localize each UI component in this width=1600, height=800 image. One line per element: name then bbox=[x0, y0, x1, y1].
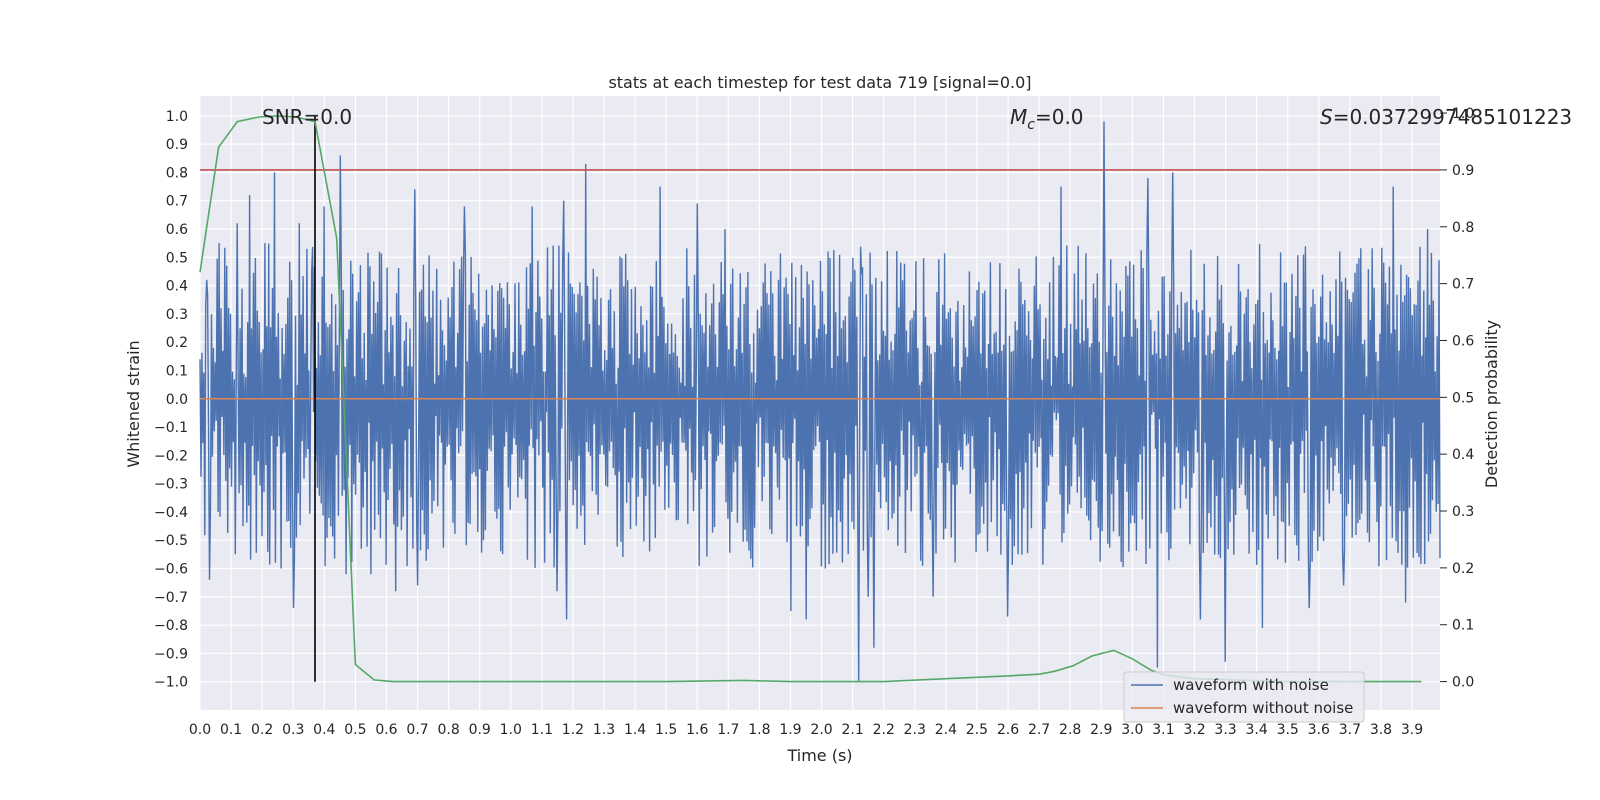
y-tick-label: 0.0 bbox=[166, 392, 188, 408]
annotation-s: S=0.0372997485101223 bbox=[1320, 105, 1572, 129]
annotation-mc: Mc=0.0 bbox=[1010, 105, 1084, 133]
x-tick-label: 3.0 bbox=[1121, 722, 1143, 738]
x-tick-label: 2.7 bbox=[1028, 722, 1050, 738]
x-tick-label: 0.9 bbox=[469, 722, 491, 738]
x-tick-label: 0.0 bbox=[189, 722, 211, 738]
legend: waveform with noise waveform without noi… bbox=[1123, 671, 1365, 723]
x-tick-label: 2.2 bbox=[873, 722, 895, 738]
x-tick-label: 1.1 bbox=[531, 722, 553, 738]
y-tick-label: 0.2 bbox=[166, 335, 188, 351]
y2-tick-label: 0.3 bbox=[1452, 504, 1474, 520]
y2-tick-label: 0.4 bbox=[1452, 447, 1474, 463]
series-waveform-with-noise bbox=[199, 121, 1441, 682]
x-tick-label: 1.5 bbox=[655, 722, 677, 738]
y-tick-label: −0.1 bbox=[154, 420, 188, 436]
series-detection-probability bbox=[199, 115, 1422, 683]
legend-label-noise: waveform with noise bbox=[1173, 676, 1329, 694]
x-tick-label: 0.6 bbox=[375, 722, 397, 738]
y2-axis-ticks: 1.0 0.9 0.8 0.7 0.6 0.5 0.4 0.3 0.2 0.1 0.0 bbox=[1440, 106, 1474, 691]
x-tick-label: 2.3 bbox=[904, 722, 926, 738]
legend-label-clean: waveform without noise bbox=[1173, 699, 1353, 717]
x-tick-label: 3.1 bbox=[1152, 722, 1174, 738]
y-tick-label: 0.8 bbox=[166, 165, 188, 181]
y2-tick-label: 0.7 bbox=[1452, 277, 1474, 293]
x-tick-label: 1.4 bbox=[624, 722, 646, 738]
annotation-mc-symbol: M bbox=[1010, 105, 1027, 129]
x-tick-label: 1.7 bbox=[717, 722, 739, 738]
legend-box bbox=[1123, 671, 1365, 723]
y2-tick-label: 0.0 bbox=[1452, 675, 1474, 691]
x-tick-label: 3.3 bbox=[1214, 722, 1236, 738]
y-tick-label: 0.7 bbox=[166, 194, 188, 210]
x-tick-label: 1.8 bbox=[748, 722, 770, 738]
x-tick-label: 0.1 bbox=[220, 722, 242, 738]
x-tick-label: 0.8 bbox=[437, 722, 459, 738]
x-tick-label: 3.5 bbox=[1277, 722, 1299, 738]
y-axis-ticks: 1.0 0.9 0.8 0.7 0.6 0.5 0.4 0.3 0.2 0.1 0.0 −0.1 −0.… bbox=[154, 109, 188, 691]
x-tick-label: 1.9 bbox=[779, 722, 801, 738]
x-tick-label: 2.4 bbox=[935, 722, 957, 738]
y-axis-label: Whitened strain bbox=[124, 340, 143, 467]
y-tick-label: −0.2 bbox=[154, 448, 188, 464]
y2-tick-label: 0.8 bbox=[1452, 220, 1474, 236]
y-tick-label: −0.7 bbox=[154, 590, 188, 606]
x-tick-label: 3.6 bbox=[1308, 722, 1330, 738]
y-tick-label: 0.4 bbox=[166, 279, 188, 295]
y2-tick-label: 0.6 bbox=[1452, 333, 1474, 349]
x-tick-label: 1.3 bbox=[593, 722, 615, 738]
x-tick-label: 1.2 bbox=[562, 722, 584, 738]
chart-title: stats at each timestep for test data 719… bbox=[608, 73, 1031, 92]
y-tick-label: −0.3 bbox=[154, 477, 188, 493]
y-tick-label: 0.1 bbox=[166, 363, 188, 379]
x-tick-label: 2.9 bbox=[1090, 722, 1112, 738]
x-tick-label: 3.9 bbox=[1401, 722, 1423, 738]
x-tick-label: 0.4 bbox=[313, 722, 335, 738]
x-tick-label: 0.7 bbox=[406, 722, 428, 738]
annotation-s-value: =0.0372997485101223 bbox=[1333, 105, 1572, 129]
y2-tick-label: 0.9 bbox=[1452, 163, 1474, 179]
y-tick-label: 1.0 bbox=[166, 109, 188, 125]
x-tick-label: 2.0 bbox=[810, 722, 832, 738]
y-tick-label: −0.6 bbox=[154, 562, 188, 578]
x-tick-label: 0.3 bbox=[282, 722, 304, 738]
annotation-snr: SNR=0.0 bbox=[262, 105, 352, 129]
x-tick-label: 0.2 bbox=[251, 722, 273, 738]
y2-tick-label: 0.5 bbox=[1452, 390, 1474, 406]
x-tick-label: 2.5 bbox=[966, 722, 988, 738]
x-tick-label: 1.6 bbox=[686, 722, 708, 738]
y-tick-label: −0.4 bbox=[154, 505, 188, 521]
annotation-mc-subscript: c bbox=[1027, 117, 1035, 133]
x-tick-label: 3.4 bbox=[1246, 722, 1268, 738]
x-axis-label: Time (s) bbox=[786, 746, 852, 765]
annotation-s-symbol: S bbox=[1320, 105, 1333, 129]
x-tick-label: 2.1 bbox=[841, 722, 863, 738]
y-tick-label: −0.8 bbox=[154, 618, 188, 634]
x-tick-label: 3.8 bbox=[1370, 722, 1392, 738]
y-tick-label: 0.6 bbox=[166, 222, 188, 238]
y-tick-label: −0.5 bbox=[154, 533, 188, 549]
y-tick-label: 0.3 bbox=[166, 307, 188, 323]
x-tick-label: 3.2 bbox=[1183, 722, 1205, 738]
x-axis-ticks: 0.0 0.1 0.2 0.3 0.4 0.5 0.6 0.7 0.8 0.9 1.0 1.1 1.2 1… bbox=[189, 722, 1423, 738]
y-tick-label: 0.5 bbox=[166, 250, 188, 266]
y2-axis-label: Detection probability bbox=[1482, 320, 1501, 488]
y-tick-label: −0.9 bbox=[154, 646, 188, 662]
x-tick-label: 1.0 bbox=[500, 722, 522, 738]
y2-tick-label: 0.1 bbox=[1452, 618, 1474, 634]
x-tick-label: 2.6 bbox=[997, 722, 1019, 738]
y-tick-label: −1.0 bbox=[154, 675, 188, 691]
annotation-mc-value: =0.0 bbox=[1035, 105, 1084, 129]
y-tick-label: 0.9 bbox=[166, 137, 188, 153]
y2-tick-label: 1.0 bbox=[1452, 106, 1474, 122]
x-tick-label: 2.8 bbox=[1059, 722, 1081, 738]
y2-tick-label: 0.2 bbox=[1452, 561, 1474, 577]
series-line-waveform-with-noise bbox=[199, 121, 1441, 682]
x-tick-label: 3.7 bbox=[1339, 722, 1361, 738]
x-tick-label: 0.5 bbox=[344, 722, 366, 738]
